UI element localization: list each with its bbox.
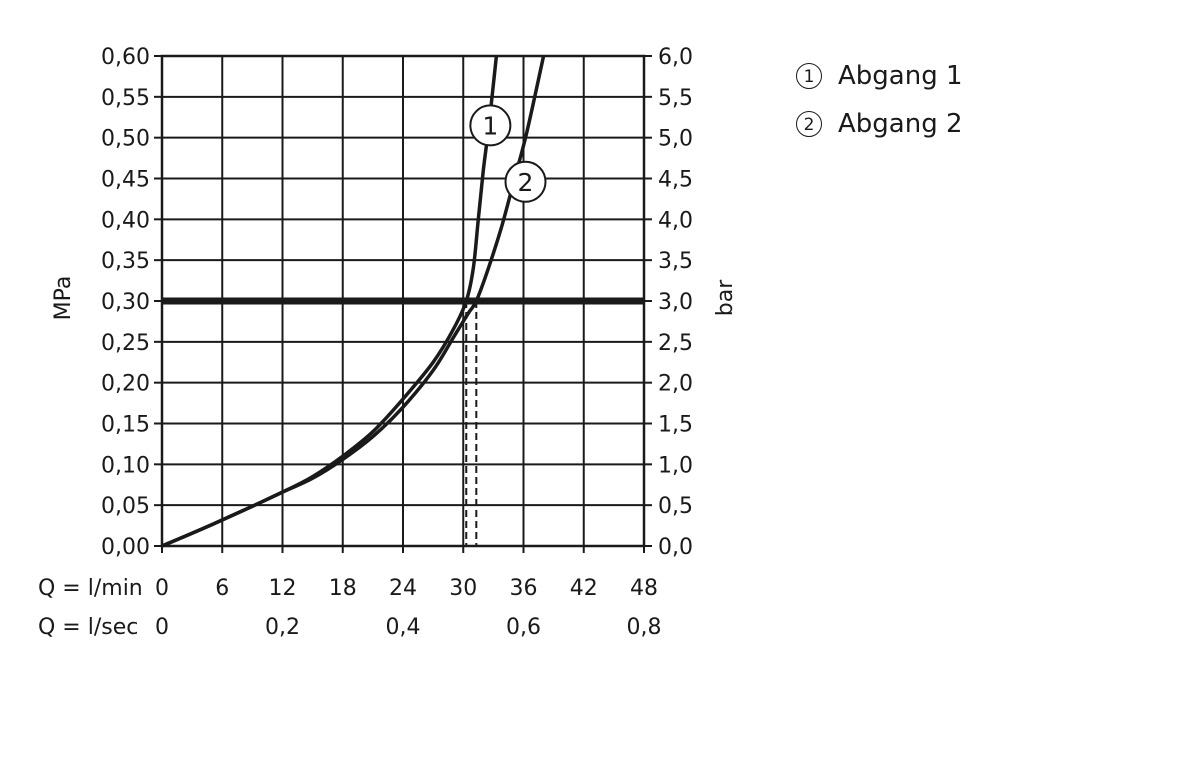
x-tick-label-sec: 0,4 bbox=[386, 615, 421, 640]
y-tick-label-right: 4,5 bbox=[658, 168, 693, 193]
curves: 12 bbox=[161, 55, 547, 548]
x-tick-label: 30 bbox=[449, 576, 477, 601]
x-tick-label: 18 bbox=[329, 576, 357, 601]
y-tick-label-right: 2,5 bbox=[658, 331, 693, 356]
y-tick-label-left: 0,35 bbox=[101, 249, 150, 274]
x-tick-label: 42 bbox=[570, 576, 598, 601]
y-tick-label-left: 0,10 bbox=[101, 453, 150, 478]
y-axis-left-title: MPa bbox=[51, 276, 76, 321]
plot-border bbox=[160, 54, 646, 548]
x-tick-label-sec: 0 bbox=[155, 615, 169, 640]
series-marker-circle bbox=[469, 104, 512, 147]
y-tick-label-left: 0,25 bbox=[101, 331, 150, 356]
x-tick-label-sec: 0,2 bbox=[265, 615, 300, 640]
x-tick-label: 12 bbox=[269, 576, 297, 601]
y-tick-label-left: 0,30 bbox=[101, 290, 150, 315]
y-tick-label-left: 0,40 bbox=[101, 208, 150, 233]
x-tick-label-sec: 0,8 bbox=[627, 615, 662, 640]
legend: 1 Abgang 1 2 Abgang 2 bbox=[796, 52, 963, 148]
dashed-drop-lines bbox=[465, 301, 478, 546]
y-tick-label-right: 4,0 bbox=[658, 208, 693, 233]
y-tick-label-left: 0,15 bbox=[101, 413, 150, 438]
y-tick-label-right: 5,0 bbox=[658, 127, 693, 152]
series-marker-label: 1 bbox=[482, 111, 498, 140]
y-tick-label-right: 1,5 bbox=[658, 413, 693, 438]
y-tick-label-left: 0,05 bbox=[101, 494, 150, 519]
plot-frame bbox=[160, 54, 646, 548]
y-tick-label-right: 3,0 bbox=[658, 290, 693, 315]
series-curve-2 bbox=[161, 55, 546, 548]
x-tick-label: 0 bbox=[155, 576, 169, 601]
y-tick-label-right: 3,5 bbox=[658, 249, 693, 274]
series-marker-label: 2 bbox=[518, 168, 534, 197]
y-tick-label-right: 1,0 bbox=[658, 453, 693, 478]
x-tick-label: 24 bbox=[389, 576, 417, 601]
x-axis-row-label-lmin: Q = l/min bbox=[38, 576, 143, 601]
y-tick-label-left: 0,55 bbox=[101, 86, 150, 111]
legend-marker-1: 1 bbox=[796, 63, 822, 89]
y-tick-label-right: 0,0 bbox=[658, 535, 693, 560]
y-tick-label-right: 6,0 bbox=[658, 45, 693, 70]
x-tick-label: 48 bbox=[630, 576, 658, 601]
legend-item: 2 Abgang 2 bbox=[796, 100, 963, 148]
legend-item: 1 Abgang 1 bbox=[796, 52, 963, 100]
y-tick-label-left: 0,20 bbox=[101, 372, 150, 397]
tick-labels: 0 6 12 18 24 30 36 42 48 0 0,2 0,4 0,6 0,8 0,00 0,0 0,05… bbox=[101, 45, 693, 640]
legend-label-1: Abgang 1 bbox=[838, 61, 963, 91]
x-tick-label: 6 bbox=[215, 576, 229, 601]
x-tick-label-sec: 0,6 bbox=[506, 615, 541, 640]
x-tick-label: 36 bbox=[510, 576, 538, 601]
y-tick-label-right: 0,5 bbox=[658, 494, 693, 519]
y-tick-label-left: 0,00 bbox=[101, 535, 150, 560]
x-axis-row-label-lsec: Q = l/sec bbox=[38, 615, 138, 640]
y-tick-label-right: 5,5 bbox=[658, 86, 693, 111]
y-tick-label-left: 0,50 bbox=[101, 127, 150, 152]
legend-marker-2: 2 bbox=[796, 111, 822, 137]
y-tick-label-left: 0,45 bbox=[101, 168, 150, 193]
legend-label-2: Abgang 2 bbox=[838, 109, 963, 139]
y-axis-right-title: bar bbox=[713, 279, 738, 316]
y-tick-label-right: 2,0 bbox=[658, 372, 693, 397]
series-marker-circle bbox=[504, 160, 547, 203]
y-tick-label-left: 0,60 bbox=[101, 45, 150, 70]
